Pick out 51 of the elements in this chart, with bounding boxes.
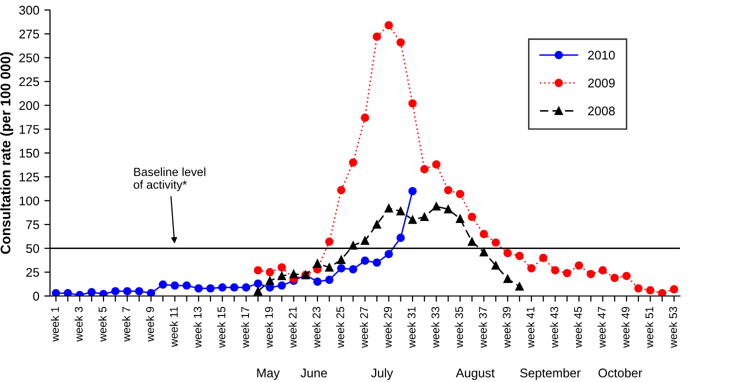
x-tick-label: week 41 [526,306,534,348]
x-tick-label: week 49 [621,306,630,348]
y-tick-label: 150 [20,148,40,158]
text: July [371,368,394,380]
y-tick-label: 125 [20,172,40,182]
y-axis-title: Consultation rate (per 100 000) [0,52,14,254]
x-tick-label: week 13 [193,306,202,348]
y-tick-label: 25 [26,268,40,277]
y-tick-label: 75 [26,220,40,230]
x-tick-label: week 19 [264,306,273,348]
x-tick-label: week 43 [550,306,558,348]
x-tick-label: week 47 [598,306,606,348]
text: October [598,368,642,378]
text: September [520,368,581,380]
x-tick-label: week 37 [478,306,487,348]
x-tick-label: week 23 [312,306,320,348]
y-tick-label: 50 [26,244,40,253]
x-tick-label: week 35 [454,306,464,348]
x-tick-label: week 29 [384,306,392,348]
x-tick-label: week 21 [288,306,297,348]
x-tick-label: week 5 [98,306,106,342]
x-tick-label: week 33 [431,306,440,348]
x-tick-label: week 17 [240,306,250,348]
text: August [456,368,495,380]
x-tick-label: week 3 [74,306,83,342]
x-tick-label: week 9 [146,306,154,342]
x-tick-label: week 1 [50,306,59,342]
y-tick-label: 225 [19,77,40,86]
y-tick-label: 175 [20,125,40,134]
x-tick-label: week 51 [645,306,654,348]
x-tick-label: week 45 [574,306,582,348]
x-tick-label: week 25 [336,306,344,348]
x-tick-label: week 15 [217,306,226,348]
y-tick-label: 200 [19,101,40,110]
y-tick-label: 275 [19,30,40,38]
text: June [300,368,327,378]
y-tick-label: 0 [33,292,40,301]
y-tick-label: 100 [20,196,40,206]
ref-line-label: Baseline level of activity* [134,167,206,192]
x-tick-label: week 39 [502,306,511,348]
y-tick-label: 250 [19,53,40,62]
x-tick-label: week 53 [668,306,678,348]
legend-label: 2009 [588,78,615,88]
legend-label: 2008 [588,106,615,116]
x-tick-label: week 27 [360,306,368,348]
y-tick-label: 300 [19,6,40,15]
x-tick-label: week 7 [122,306,130,342]
legend-label: 2010 [588,50,615,60]
x-tick-label: week 11 [170,306,178,347]
text: May [257,368,280,380]
x-tick-label: week 31 [407,306,416,348]
